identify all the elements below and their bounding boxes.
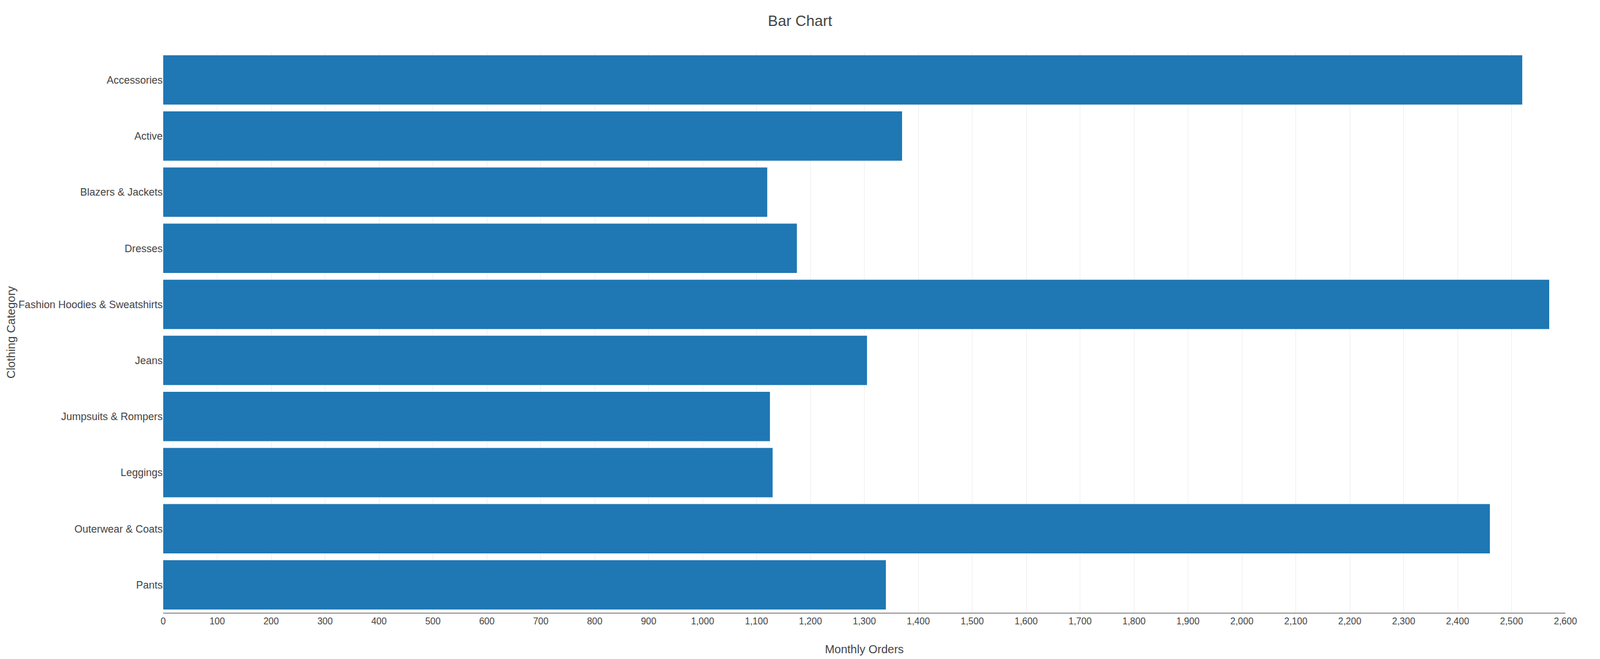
svg-text:200: 200: [263, 616, 280, 626]
svg-text:Fashion Hoodies & Sweatshirts: Fashion Hoodies & Sweatshirts: [18, 298, 163, 311]
svg-text:Clothing Category: Clothing Category: [4, 286, 18, 379]
svg-text:1,800: 1,800: [1122, 616, 1146, 626]
svg-text:400: 400: [371, 616, 388, 626]
svg-text:Monthly Orders: Monthly Orders: [824, 642, 904, 656]
svg-text:2,500: 2,500: [1499, 616, 1523, 626]
svg-text:500: 500: [425, 616, 441, 626]
svg-text:Blazers & Jackets: Blazers & Jackets: [80, 186, 163, 198]
svg-text:Dresses: Dresses: [124, 242, 163, 255]
svg-text:Jumpsuits & Rompers: Jumpsuits & Rompers: [61, 410, 163, 423]
svg-text:2,400: 2,400: [1445, 616, 1470, 626]
svg-text:Bar Chart: Bar Chart: [767, 12, 833, 30]
svg-text:Accessories: Accessories: [106, 74, 163, 86]
svg-text:Jeans: Jeans: [134, 354, 163, 367]
svg-text:1,200: 1,200: [798, 616, 822, 626]
svg-text:1,000: 1,000: [690, 616, 715, 626]
svg-text:2,600: 2,600: [1553, 616, 1577, 626]
svg-text:1,400: 1,400: [906, 616, 930, 626]
svg-text:Pants: Pants: [136, 579, 163, 591]
svg-text:Leggings: Leggings: [120, 466, 163, 479]
svg-text:2,300: 2,300: [1391, 616, 1415, 626]
svg-text:0: 0: [160, 616, 167, 626]
svg-text:800: 800: [587, 616, 603, 626]
svg-text:2,100: 2,100: [1283, 616, 1307, 626]
svg-text:Outerwear & Coats: Outerwear & Coats: [74, 523, 163, 535]
svg-text:700: 700: [532, 616, 549, 626]
svg-text:Active: Active: [134, 130, 163, 142]
svg-text:2,200: 2,200: [1338, 616, 1362, 626]
svg-text:600: 600: [479, 616, 495, 626]
svg-text:300: 300: [317, 616, 333, 626]
svg-text:1,600: 1,600: [1014, 616, 1038, 626]
svg-text:2,000: 2,000: [1230, 616, 1254, 626]
svg-text:1,300: 1,300: [852, 616, 876, 626]
svg-text:1,500: 1,500: [960, 616, 984, 626]
svg-text:1,900: 1,900: [1176, 616, 1200, 626]
svg-text:1,700: 1,700: [1068, 616, 1092, 626]
svg-text:900: 900: [640, 616, 657, 626]
svg-text:1,100: 1,100: [744, 616, 768, 626]
svg-text:100: 100: [209, 616, 225, 626]
